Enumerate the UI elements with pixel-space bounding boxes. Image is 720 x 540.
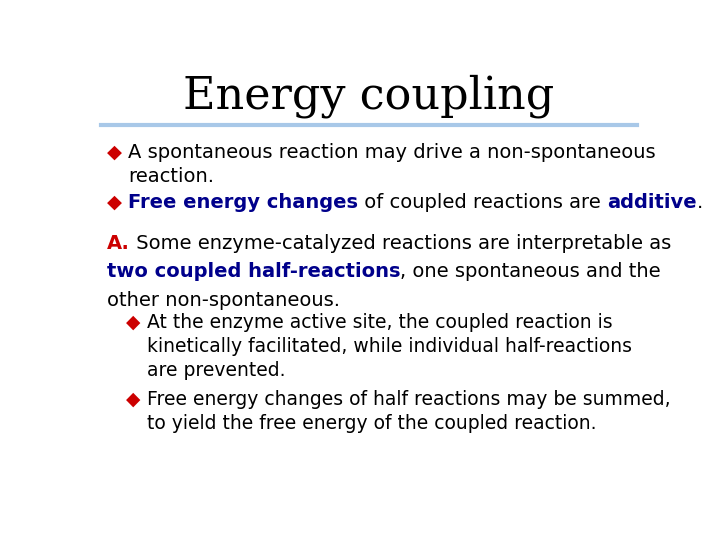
Text: At the enzyme active site, the coupled reaction is: At the enzyme active site, the coupled r… <box>148 313 613 332</box>
Text: .: . <box>696 193 703 212</box>
Text: Free energy changes: Free energy changes <box>128 193 358 212</box>
Text: reaction.: reaction. <box>128 167 214 186</box>
Text: ◆: ◆ <box>126 390 140 409</box>
Text: ◆: ◆ <box>107 193 122 212</box>
Text: other non-spontaneous.: other non-spontaneous. <box>107 291 340 309</box>
Text: Free energy changes of half reactions may be summed,: Free energy changes of half reactions ma… <box>148 390 671 409</box>
Text: , one spontaneous and the: , one spontaneous and the <box>400 262 661 281</box>
Text: Some enzyme-catalyzed reactions are interpretable as: Some enzyme-catalyzed reactions are inte… <box>130 234 671 253</box>
Text: of coupled reactions are: of coupled reactions are <box>358 193 607 212</box>
Text: are prevented.: are prevented. <box>148 361 286 380</box>
Text: ◆: ◆ <box>126 313 140 332</box>
Text: A.: A. <box>107 234 130 253</box>
Text: A spontaneous reaction may drive a non-spontaneous: A spontaneous reaction may drive a non-s… <box>128 143 656 161</box>
Text: additive: additive <box>607 193 696 212</box>
Text: ◆: ◆ <box>107 143 122 161</box>
Text: Energy coupling: Energy coupling <box>184 74 554 118</box>
Text: to yield the free energy of the coupled reaction.: to yield the free energy of the coupled … <box>148 414 597 433</box>
Text: two coupled half-reactions: two coupled half-reactions <box>107 262 400 281</box>
Text: kinetically facilitated, while individual half-reactions: kinetically facilitated, while individua… <box>148 337 632 356</box>
